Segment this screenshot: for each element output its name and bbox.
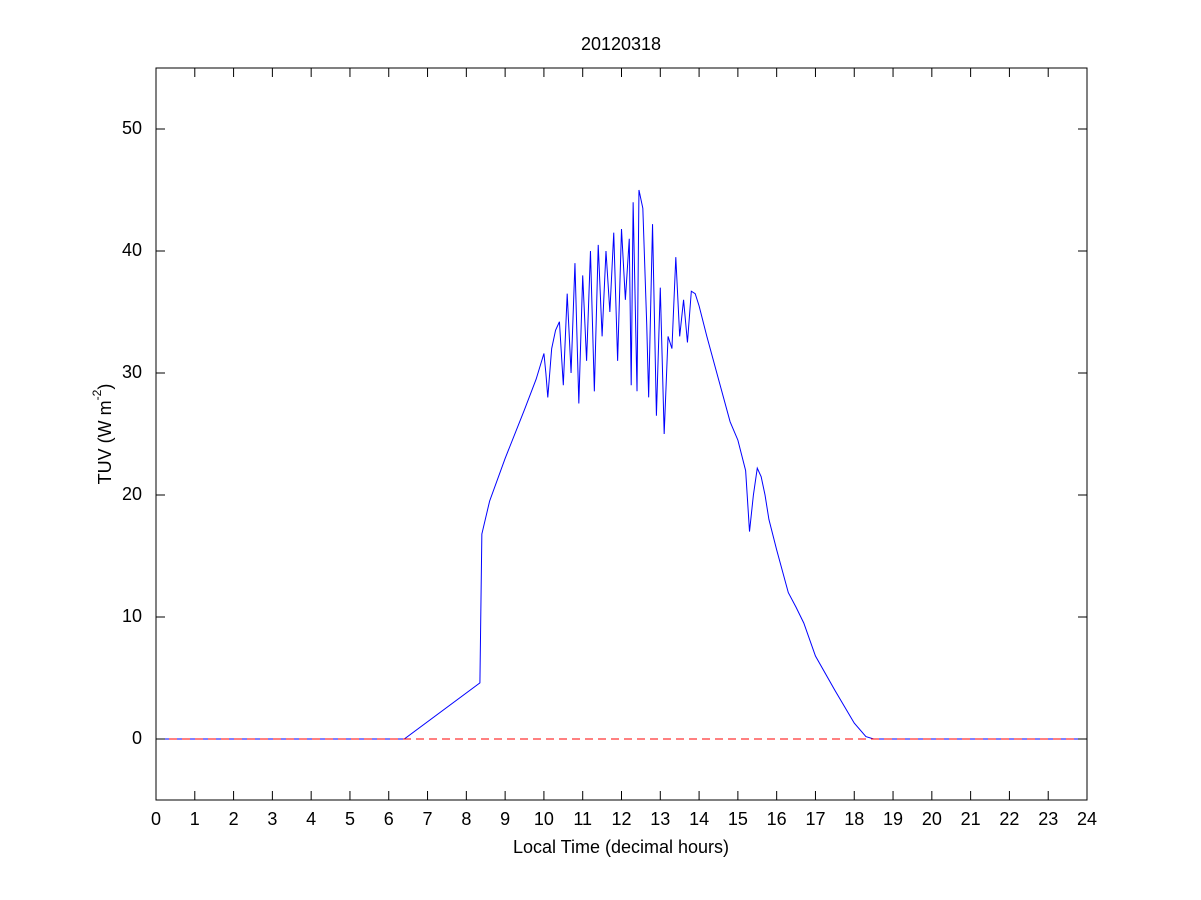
plot-area — [155, 67, 1088, 801]
x-tick-label: 21 — [961, 809, 981, 829]
y-label-text: TUV (W m — [95, 400, 115, 484]
x-tick-label: 1 — [190, 809, 200, 829]
x-tick-label: 22 — [999, 809, 1019, 829]
x-tick-label: 0 — [151, 809, 161, 829]
x-tick-label: 4 — [306, 809, 316, 829]
x-tick-label: 16 — [767, 809, 787, 829]
x-tick-label: 15 — [728, 809, 748, 829]
y-axis-label: TUV (W m-2) — [90, 384, 115, 485]
x-tick-label: 10 — [534, 809, 554, 829]
x-tick-label: 7 — [423, 809, 433, 829]
x-tick-label: 5 — [345, 809, 355, 829]
chart-title: 20120318 — [581, 34, 661, 54]
data-line — [156, 189, 1087, 740]
x-tick-label: 9 — [500, 809, 510, 829]
x-tick-label: 23 — [1038, 809, 1058, 829]
x-tick-label: 12 — [611, 809, 631, 829]
x-tick-label: 13 — [650, 809, 670, 829]
x-tick-label: 8 — [461, 809, 471, 829]
y-label-suffix: ) — [95, 384, 115, 390]
x-tick-label: 18 — [844, 809, 864, 829]
y-label-sup: -2 — [90, 389, 104, 400]
x-tick-label: 2 — [229, 809, 239, 829]
y-tick-label: 50 — [122, 118, 142, 138]
x-tick-label: 17 — [805, 809, 825, 829]
x-tick-label: 14 — [689, 809, 709, 829]
x-tick-label: 3 — [267, 809, 277, 829]
y-tick-label: 30 — [122, 362, 142, 382]
x-tick-label: 20 — [922, 809, 942, 829]
y-tick-label: 0 — [132, 728, 142, 748]
x-tick-label: 24 — [1077, 809, 1097, 829]
y-tick-label: 40 — [122, 240, 142, 260]
y-tick-label: 10 — [122, 606, 142, 626]
x-axis-label: Local Time (decimal hours) — [513, 837, 729, 857]
y-tick-label: 20 — [122, 484, 142, 504]
x-tick-label: 6 — [384, 809, 394, 829]
x-tick-label: 11 — [573, 809, 592, 829]
x-tick-label: 19 — [883, 809, 903, 829]
